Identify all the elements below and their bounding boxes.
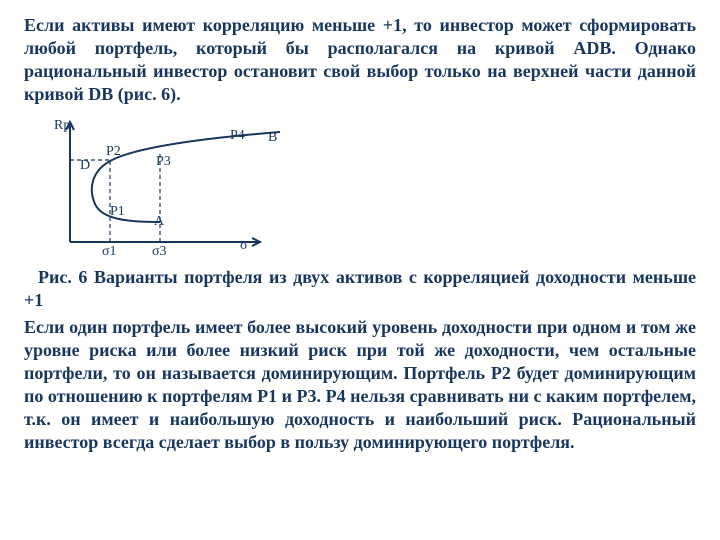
slide: Если активы имеют корреляцию меньше +1, … — [0, 0, 720, 540]
label-P4: P4 — [230, 128, 245, 144]
figure-caption: Рис. 6 Варианты портфеля из двух активов… — [24, 266, 696, 312]
portfolio-chart: Rp σ σ1 σ3 D B A P1 P2 P3 P4 — [30, 112, 290, 262]
chart-svg — [30, 112, 290, 262]
label-y-axis: Rp — [54, 118, 70, 134]
label-sigma1: σ1 — [102, 244, 117, 260]
label-x-axis: σ — [240, 238, 248, 254]
label-P2: P2 — [106, 144, 121, 160]
label-P3: P3 — [156, 154, 171, 170]
label-D: D — [80, 158, 90, 174]
label-sigma3: σ3 — [152, 244, 167, 260]
label-P1: P1 — [110, 204, 125, 220]
paragraph-1: Если активы имеют корреляцию меньше +1, … — [24, 14, 696, 106]
paragraph-2: Если один портфель имеет более высокий у… — [24, 316, 696, 454]
label-A: A — [154, 214, 164, 230]
label-B: B — [268, 130, 277, 146]
